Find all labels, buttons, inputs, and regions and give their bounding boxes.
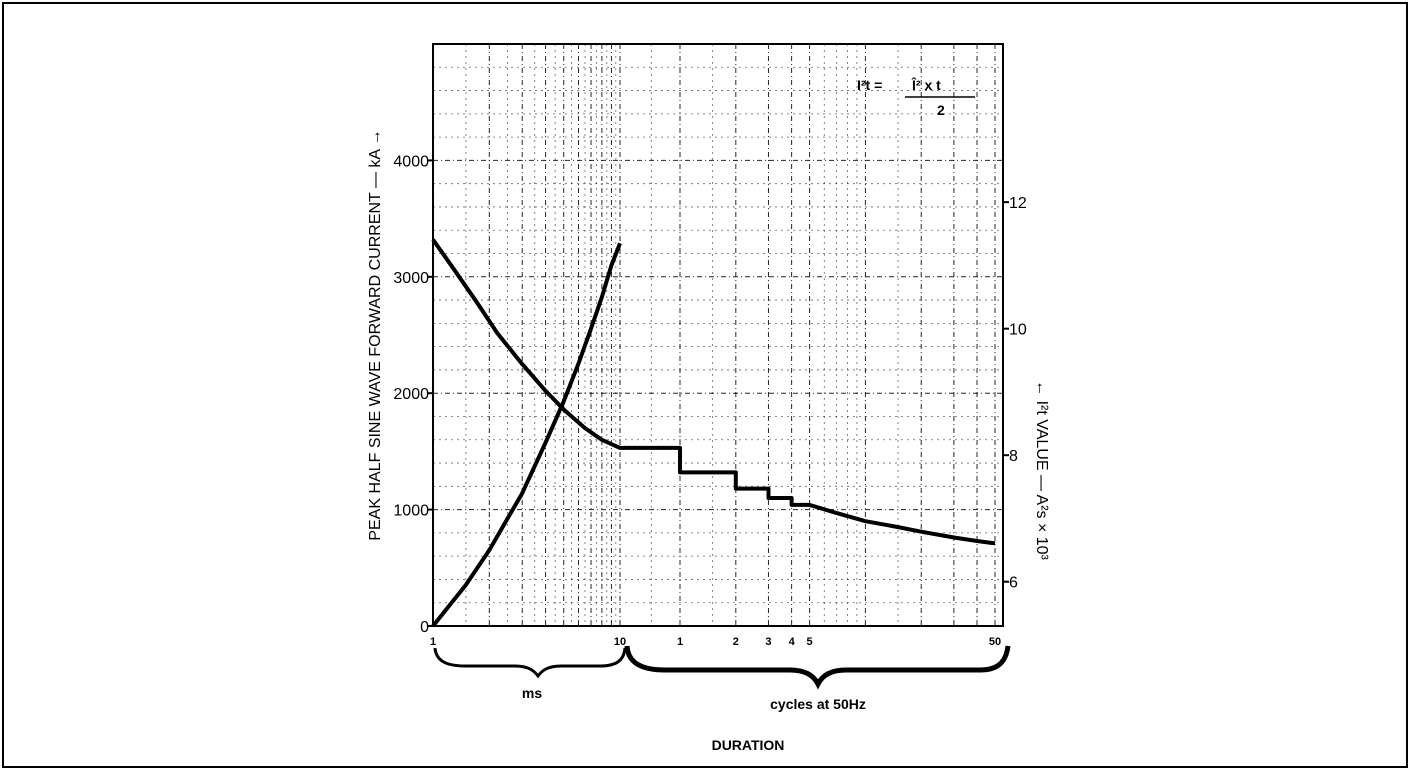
x-axis-title: DURATION: [712, 737, 785, 753]
y-tick-label: 2000: [393, 386, 429, 403]
x-tick-label: 1: [430, 636, 436, 648]
y2-tick-label: 6: [1009, 575, 1018, 592]
x-tick-label: 3: [765, 636, 771, 648]
ms-group-label: ms: [522, 685, 542, 701]
y2-tick-label: 8: [1009, 448, 1018, 465]
x-tick-label: 1: [677, 636, 683, 648]
y-tick-label: 4000: [393, 153, 429, 170]
x-tick-label: 4: [789, 636, 796, 648]
peak-current-curve: [431, 238, 996, 546]
x-tick-label: 5: [807, 636, 813, 648]
x-tick-label: 10: [614, 636, 626, 648]
curves: [431, 238, 996, 628]
y2-tick-label: 12: [1009, 195, 1027, 212]
y2-axis-title: ← I²t VALUE — A²s × 10³: [1033, 380, 1050, 560]
y-axis-title: PEAK HALF SINE WAVE FORWARD CURRENT — kA…: [367, 129, 384, 540]
cycles-group-label: cycles at 50Hz: [770, 696, 866, 712]
formula-lhs: I²t =: [857, 77, 882, 93]
cycles-brace: [624, 645, 1011, 690]
ms-brace: [433, 647, 627, 679]
y-tick-label: 1000: [393, 503, 429, 520]
i2t-curve: [431, 242, 622, 628]
y-tick-label: 0: [420, 619, 429, 636]
formula-numerator: Î² x t: [911, 76, 941, 93]
plot-area: [432, 43, 1004, 627]
formula-denominator: 2: [937, 102, 945, 118]
y2-tick-label: 10: [1009, 322, 1027, 339]
grid: [432, 44, 1003, 626]
formula: I²t = Î² x t 2: [857, 76, 975, 118]
y-tick-label: 3000: [393, 270, 429, 287]
x-tick-label: 2: [733, 636, 739, 648]
x-tick-label: 50: [989, 636, 1001, 648]
